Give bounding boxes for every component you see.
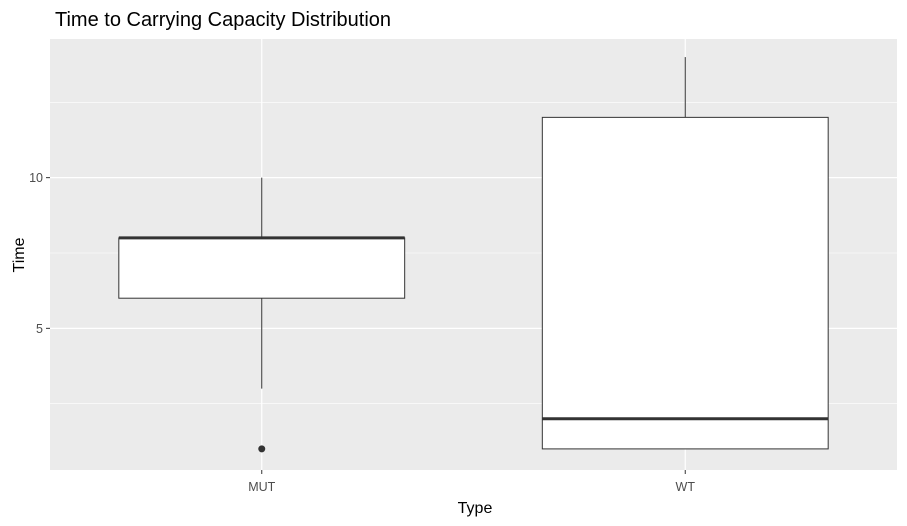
y-tick-label: 5 — [36, 322, 43, 336]
chart-title: Time to Carrying Capacity Distribution — [55, 9, 391, 31]
axes: 5 10 MUT WT — [29, 171, 695, 494]
box-marks — [118, 57, 829, 453]
x-axis-label: Type — [458, 500, 493, 517]
x-tick-label: WT — [676, 480, 696, 494]
box-mut — [118, 237, 406, 299]
x-tick-label: MUT — [248, 480, 275, 494]
y-axis-label: Time — [11, 237, 28, 272]
outlier-point — [258, 445, 266, 453]
box-wt — [541, 116, 829, 450]
y-tick-label: 10 — [29, 171, 43, 185]
